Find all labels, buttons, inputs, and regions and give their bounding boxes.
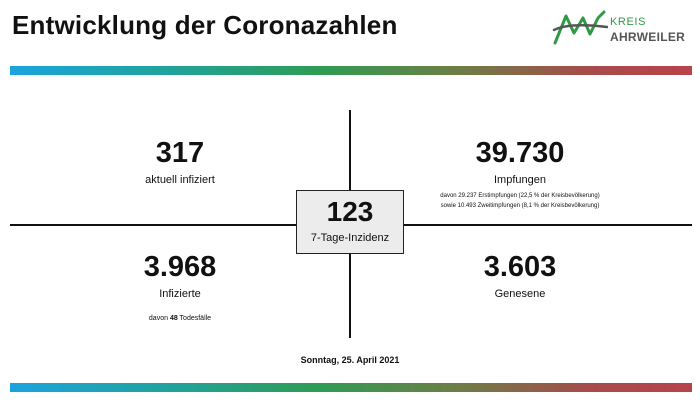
- vaccinations-value: 39.730: [475, 137, 565, 169]
- logo-mark-icon: [552, 10, 608, 45]
- recovered-label: Genesene: [494, 288, 546, 300]
- deaths-note-prefix: davon: [148, 315, 170, 322]
- stat-vaccinations: 39.730 Impfungen davon 29.237 Erstimpfun…: [420, 136, 620, 211]
- deaths-count: 48: [169, 315, 178, 322]
- total-infected-value: 3.968: [143, 251, 217, 283]
- incidence-box: 123 7-Tage-Inzidenz: [296, 190, 404, 254]
- incidence-value: 123: [326, 196, 374, 227]
- stat-recovered: 3.603 Genesene: [420, 250, 620, 301]
- kreis-ahrweiler-logo: KREIS AHRWEILER: [552, 10, 692, 50]
- deaths-note-suffix: Todesfälle: [177, 315, 212, 322]
- first-dose-note: davon 29.237 Erstimpfungen (22,5 % der K…: [440, 193, 600, 199]
- page-title: Entwicklung der Coronazahlen: [12, 10, 398, 40]
- logo-line-ahrweiler: AHRWEILER: [610, 30, 686, 44]
- vaccinations-notes: davon 29.237 Erstimpfungen (22,5 % der K…: [420, 191, 620, 211]
- stat-currently-infected: 317 aktuell infiziert: [80, 136, 280, 187]
- currently-infected-value: 317: [155, 137, 205, 169]
- stat-total-infected: 3.968 Infizierte davon 48 Todesfälle: [80, 250, 280, 322]
- report-date: Sonntag, 25. April 2021: [300, 355, 400, 365]
- top-gradient-bar: [10, 66, 692, 75]
- deaths-note: davon 48 Todesfälle: [80, 315, 280, 322]
- recovered-value: 3.603: [483, 251, 557, 283]
- second-dose-note: sowie 10.493 Zweitimpfungen (8,1 % der K…: [440, 203, 600, 209]
- incidence-label: 7-Tage-Inzidenz: [310, 232, 390, 244]
- total-infected-label: Infizierte: [159, 288, 201, 300]
- vaccinations-label: Impfungen: [494, 174, 546, 186]
- logo-line-kreis: KREIS: [610, 16, 647, 28]
- currently-infected-label: aktuell infiziert: [145, 174, 215, 186]
- bottom-gradient-bar: [10, 383, 692, 392]
